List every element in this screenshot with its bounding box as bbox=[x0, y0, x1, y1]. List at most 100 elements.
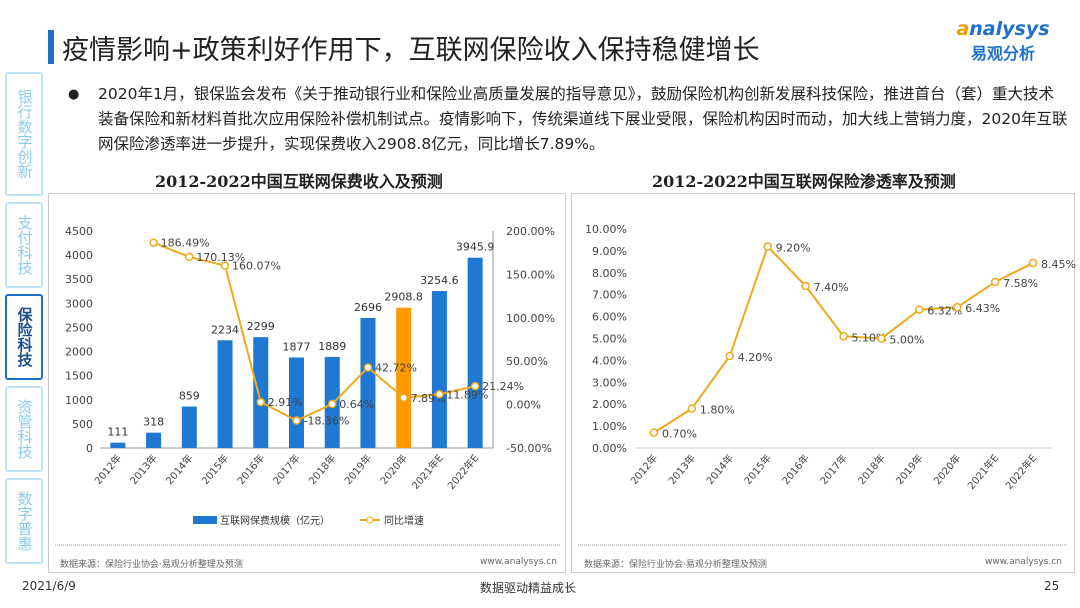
bar-label: 2908.8 bbox=[384, 291, 423, 304]
y-tick: 5.00% bbox=[592, 333, 627, 346]
bar bbox=[217, 340, 233, 448]
x-tick: 2019年 bbox=[342, 452, 375, 488]
bar-label: 1877 bbox=[283, 340, 311, 353]
y-tick: 6.00% bbox=[592, 311, 627, 324]
footer-date: 2021/6/9 bbox=[22, 579, 76, 593]
x-tick: 2022年E bbox=[445, 452, 482, 492]
left-y-tick: 4000 bbox=[65, 249, 93, 262]
growth-label: 160.07% bbox=[232, 260, 281, 273]
growth-line bbox=[153, 241, 476, 422]
penetration-point bbox=[801, 281, 810, 291]
left-chart-title: 2012-2022中国互联网保费收入及预测 bbox=[155, 172, 443, 191]
growth-point bbox=[470, 381, 480, 391]
penetration-label: 9.20% bbox=[776, 242, 811, 255]
penetration-label: 7.40% bbox=[814, 281, 849, 294]
left-y-tick: 3000 bbox=[65, 297, 93, 310]
bar-label: 1889 bbox=[318, 340, 346, 353]
penetration-point bbox=[725, 351, 735, 361]
growth-label: 186.49% bbox=[161, 237, 210, 250]
bar-label: 859 bbox=[179, 390, 200, 403]
y-tick: 0.00% bbox=[592, 442, 627, 455]
logo: analysys 易观分析 bbox=[956, 18, 1050, 63]
left-y-tick: 0 bbox=[86, 442, 93, 455]
right-y-tick: 150.00% bbox=[506, 268, 555, 281]
y-tick: 3.00% bbox=[592, 376, 627, 389]
growth-label: 11.89% bbox=[446, 388, 488, 401]
y-tick: 8.00% bbox=[592, 267, 627, 280]
penetration-point bbox=[839, 332, 848, 341]
x-tick: 2015年 bbox=[741, 452, 774, 488]
left-chart-panel bbox=[48, 193, 566, 573]
bar-label: 3945.9 bbox=[456, 241, 495, 254]
title-accent-bar bbox=[48, 30, 54, 64]
sidebar-item[interactable]: 保险科技 bbox=[5, 294, 43, 380]
x-tick: 2018年 bbox=[306, 452, 339, 488]
penetration-point bbox=[877, 334, 886, 343]
penetration-label: 4.20% bbox=[738, 351, 773, 364]
penetration-label: 8.45% bbox=[1041, 258, 1076, 271]
y-tick: 9.00% bbox=[592, 245, 627, 258]
growth-point bbox=[292, 416, 301, 425]
x-tick: 2017年 bbox=[270, 452, 303, 488]
x-tick: 2013年 bbox=[665, 452, 698, 488]
x-tick: 2017年 bbox=[817, 452, 850, 488]
penetration-label: 5.00% bbox=[889, 334, 924, 347]
growth-point bbox=[185, 252, 194, 262]
penetration-point bbox=[649, 428, 659, 437]
bar-label: 2234 bbox=[211, 323, 239, 336]
bar bbox=[146, 432, 162, 448]
x-tick: 2013年 bbox=[127, 452, 160, 488]
growth-point bbox=[399, 393, 408, 403]
y-tick: 1.00% bbox=[592, 420, 627, 433]
growth-label: 21.24% bbox=[482, 380, 524, 393]
penetration-point bbox=[990, 277, 1000, 287]
bar bbox=[110, 442, 126, 448]
sidebar: 银行数字创新支付科技保险科技资管科技数字普惠 bbox=[5, 72, 45, 570]
bar-label: 2696 bbox=[354, 301, 382, 314]
legend-bar-swatch bbox=[193, 516, 217, 524]
left-y-tick: 500 bbox=[72, 418, 93, 431]
right-chart-title: 2012-2022中国互联网保险渗透率及预测 bbox=[652, 172, 956, 191]
bar-label: 318 bbox=[143, 416, 164, 429]
sidebar-item[interactable]: 数字普惠 bbox=[5, 478, 43, 564]
x-tick: 2022年E bbox=[1003, 452, 1040, 492]
penetration-point bbox=[952, 302, 962, 312]
bar bbox=[360, 317, 376, 448]
right-chart-panel bbox=[571, 193, 1075, 573]
sidebar-item[interactable]: 支付科技 bbox=[5, 202, 43, 288]
left-y-tick: 3500 bbox=[65, 273, 93, 286]
x-tick: 2020年 bbox=[377, 452, 410, 488]
bar-label: 111 bbox=[107, 426, 128, 439]
growth-point bbox=[149, 238, 158, 247]
bar bbox=[253, 337, 269, 448]
x-tick: 2012年 bbox=[91, 452, 124, 488]
growth-label: 170.13% bbox=[196, 251, 245, 264]
penetration-point bbox=[763, 242, 772, 251]
right-y-tick: 0.00% bbox=[506, 399, 541, 412]
sidebar-item[interactable]: 银行数字创新 bbox=[5, 72, 43, 196]
legend-bar-label: 互联网保费规模（亿元） bbox=[220, 514, 330, 527]
sidebar-item[interactable]: 资管科技 bbox=[5, 386, 43, 472]
right-y-tick: 200.00% bbox=[506, 225, 555, 238]
y-tick: 4.00% bbox=[592, 354, 627, 367]
growth-label: -18.36% bbox=[304, 415, 350, 428]
legend-line-label: 同比增速 bbox=[384, 514, 424, 527]
right-y-tick: -50.00% bbox=[506, 442, 552, 455]
x-tick: 2018年 bbox=[855, 452, 888, 488]
left-site: www.analysys.cn bbox=[480, 557, 557, 567]
x-tick: 2014年 bbox=[703, 452, 736, 488]
penetration-point bbox=[1028, 258, 1038, 268]
bar bbox=[431, 291, 447, 448]
growth-label: 42.72% bbox=[375, 362, 417, 375]
x-tick: 2021年E bbox=[409, 452, 446, 492]
growth-point bbox=[220, 261, 230, 270]
bar bbox=[289, 357, 304, 448]
growth-label: 0.64% bbox=[339, 398, 374, 411]
y-tick: 7.00% bbox=[592, 289, 627, 302]
x-tick: 2021年E bbox=[965, 452, 1002, 492]
penetration-label: 0.70% bbox=[662, 428, 697, 441]
left-y-tick: 1000 bbox=[65, 394, 93, 407]
growth-point bbox=[435, 390, 444, 399]
footer-slogan: 数据驱动精益成长 bbox=[480, 581, 577, 595]
bullet-text: 2020年1月，银保监会发布《关于推动银行业和保险业高质量发展的指导意见》，鼓励… bbox=[68, 82, 1068, 157]
